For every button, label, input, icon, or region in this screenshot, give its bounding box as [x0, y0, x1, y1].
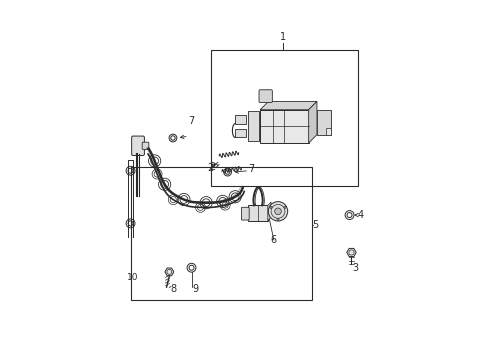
Text: 10: 10 [127, 273, 138, 282]
FancyBboxPatch shape [132, 136, 145, 156]
FancyBboxPatch shape [142, 142, 149, 149]
Text: 7: 7 [248, 164, 254, 174]
FancyBboxPatch shape [259, 90, 272, 103]
Polygon shape [268, 202, 271, 221]
Text: 7: 7 [188, 116, 195, 126]
Text: 5: 5 [312, 220, 318, 230]
Text: 1: 1 [280, 32, 286, 42]
Bar [247, 111, 259, 141]
FancyBboxPatch shape [242, 207, 249, 220]
Bar [260, 110, 309, 143]
Bar [317, 110, 331, 135]
Bar [248, 205, 268, 221]
Bar [326, 128, 331, 135]
Bar [211, 50, 358, 186]
Bar [235, 129, 246, 138]
Text: 2: 2 [207, 163, 214, 173]
Text: 3: 3 [352, 263, 358, 273]
Circle shape [275, 208, 281, 215]
Bar [235, 115, 246, 123]
Text: 2: 2 [209, 162, 216, 172]
Circle shape [284, 206, 286, 208]
Circle shape [270, 206, 272, 208]
Bar [130, 167, 312, 300]
Text: 8: 8 [171, 284, 176, 293]
Circle shape [277, 218, 279, 220]
Circle shape [269, 202, 288, 221]
Text: 6: 6 [271, 235, 277, 245]
Text: 4: 4 [358, 210, 364, 220]
Polygon shape [309, 102, 317, 143]
Text: 9: 9 [193, 284, 199, 293]
Polygon shape [260, 102, 317, 110]
